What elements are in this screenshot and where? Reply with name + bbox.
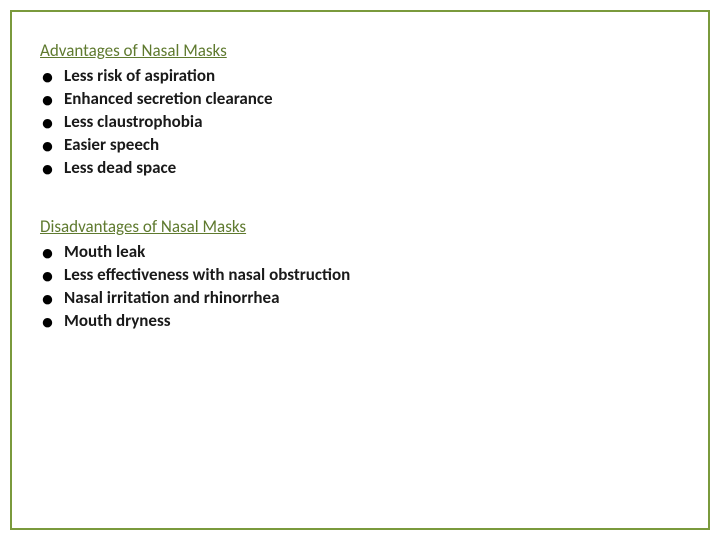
list-item: Less dead space	[40, 157, 680, 180]
list-item: Mouth leak	[40, 241, 680, 264]
advantages-heading: Advantages of Nasal Masks	[40, 40, 680, 61]
disadvantages-heading: Disadvantages of Nasal Masks	[40, 216, 680, 237]
disadvantages-list: Mouth leak Less effectiveness with nasal…	[40, 241, 680, 333]
list-item: Less claustrophobia	[40, 111, 680, 134]
list-item: Easier speech	[40, 134, 680, 157]
list-item: Less risk of aspiration	[40, 65, 680, 88]
list-item: Mouth dryness	[40, 310, 680, 333]
list-item: Enhanced secretion clearance	[40, 88, 680, 111]
list-item: Less effectiveness with nasal obstructio…	[40, 264, 680, 287]
advantages-list: Less risk of aspiration Enhanced secreti…	[40, 65, 680, 180]
slide-frame: Advantages of Nasal Masks Less risk of a…	[10, 10, 710, 530]
list-item: Nasal irritation and rhinorrhea	[40, 287, 680, 310]
